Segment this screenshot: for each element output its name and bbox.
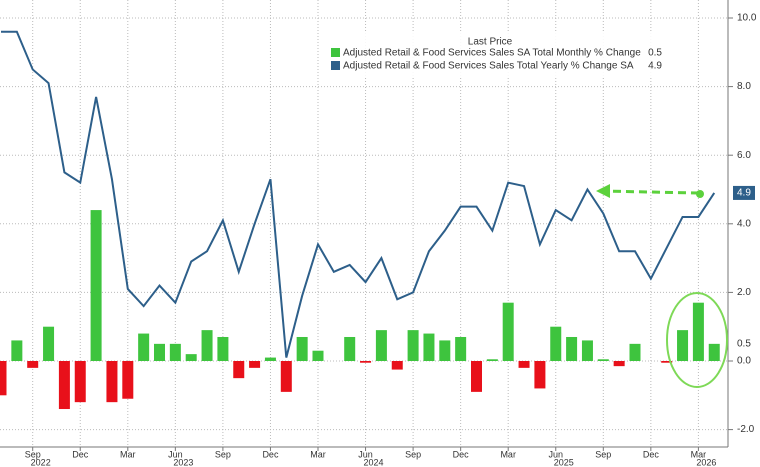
bar [502,302,514,361]
y-tick-label: 6.0 [737,150,751,161]
bar [581,340,593,361]
bar [90,210,102,361]
legend-label: Adjusted Retail & Food Services Sales To… [343,61,634,72]
bar [597,359,609,361]
bar [677,330,689,361]
legend-title: Last Price [468,37,513,48]
bar [154,343,165,361]
bar [407,330,419,361]
x-tick-label: Sep [215,449,231,459]
x-tick-label: Jun [548,449,563,459]
year-label: 2025 [554,457,574,467]
x-tick-label: Mar [691,449,707,459]
x-tick-label: Sep [405,449,421,459]
bar [423,333,435,361]
legend-label: Adjusted Retail & Food Services Sales SA… [343,48,641,59]
bar [455,336,467,361]
bar [708,343,720,361]
year-label: 2023 [173,457,193,467]
bar [169,343,181,361]
legend-value: 0.5 [648,48,662,59]
y-tick-label: -2.0 [737,424,755,435]
bar [534,361,546,389]
bar [264,357,276,361]
legend-swatch [331,61,340,70]
bar [138,333,150,361]
bar [692,302,704,361]
last-value-label: 4.9 [737,188,751,199]
x-tick-label: Sep [25,449,41,459]
x-tick-label: Mar [120,449,136,459]
bar [296,336,308,361]
x-tick-label: Jun [358,449,373,459]
bar [391,361,403,370]
y-tick-label: 0.0 [737,356,751,367]
bar [486,359,498,361]
bar [233,361,245,379]
legend-swatch [331,48,340,57]
bar [185,354,197,361]
y-tick-label: 8.0 [737,81,751,92]
arrow-dot [696,190,704,198]
arrow-head [596,184,610,198]
bar [249,361,261,368]
legend-value: 4.9 [648,61,662,72]
x-tick-label: Sep [595,449,611,459]
bar [74,361,86,403]
bar [439,340,451,361]
bar [471,361,482,392]
bar [566,336,578,361]
bar [360,361,372,363]
bar [613,361,625,367]
bar [518,361,530,368]
bar [344,336,356,361]
x-tick-label: Dec [453,449,470,459]
bar [0,361,7,396]
bar [217,336,229,361]
bar [43,326,55,361]
bar [58,361,70,410]
bar [629,343,641,361]
bar [27,361,39,368]
y-tick-label: 2.0 [737,287,751,298]
x-tick-label: Dec [643,449,660,459]
x-tick-label: Jun [168,449,183,459]
bar [11,340,23,361]
x-tick-label: Mar [310,449,326,459]
x-tick-label: Mar [500,449,516,459]
bar [201,330,213,361]
last-value-box [733,336,755,351]
bar [106,361,118,403]
annotation-arrow [599,189,699,195]
legend [325,32,667,76]
bar [280,361,292,392]
year-label: 2026 [696,457,716,467]
year-label: 2022 [31,457,51,467]
bar [122,361,134,399]
y-tick-label: 4.0 [737,218,751,229]
bar [375,330,387,361]
y-tick-label: 10.0 [737,13,757,24]
year-label: 2024 [364,457,384,467]
last-value-box [733,185,755,200]
bar [312,350,324,361]
last-value-label: 0.5 [737,338,751,349]
bar [661,361,673,363]
annotation-circle [666,292,728,388]
x-tick-label: Dec [72,449,89,459]
x-tick-label: Dec [262,449,279,459]
bar [550,326,562,361]
line [1,30,716,358]
